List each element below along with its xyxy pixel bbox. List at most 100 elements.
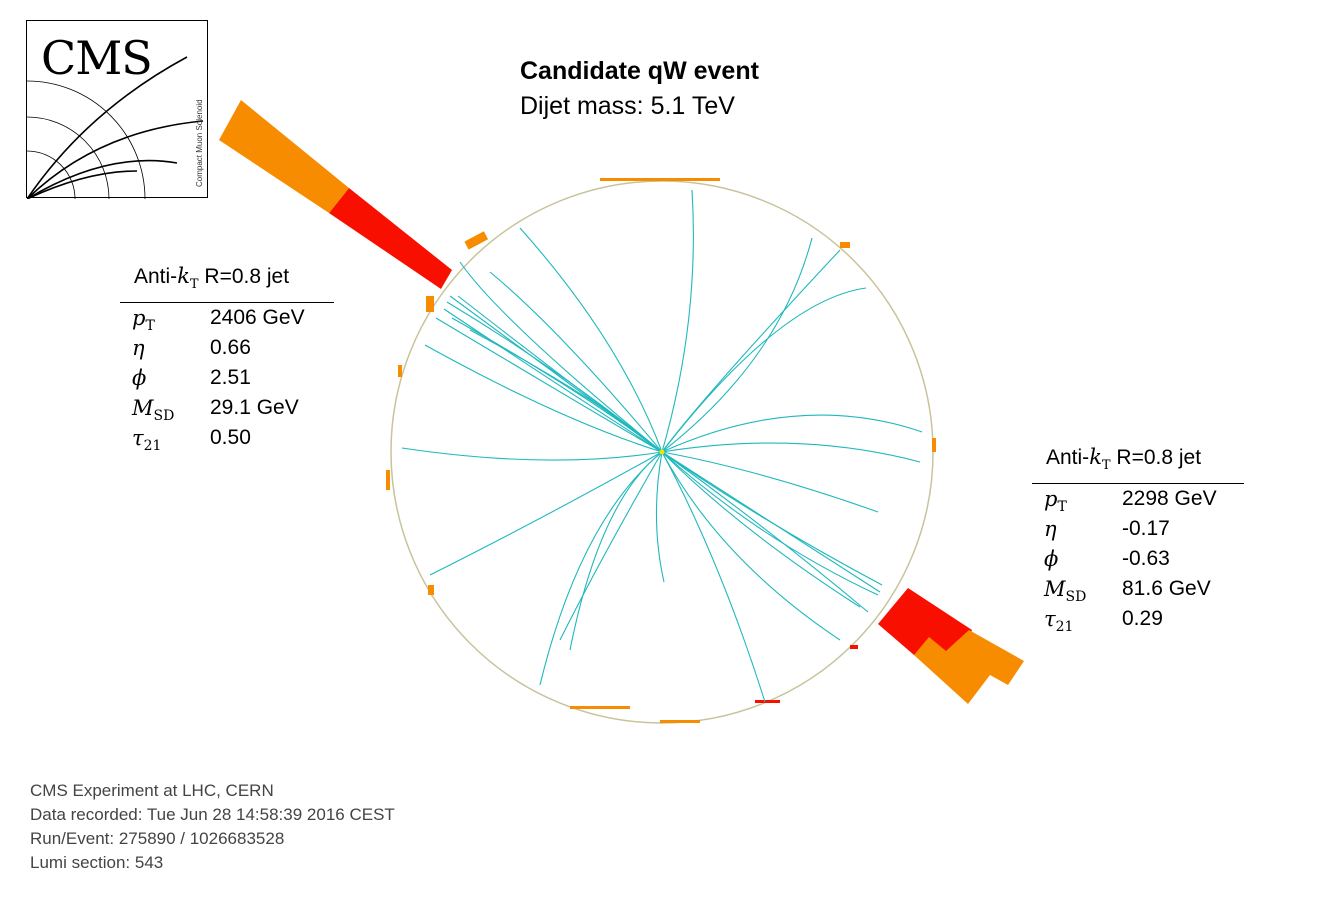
track xyxy=(661,451,879,596)
jet2-row-phi: ϕ -0.63 xyxy=(1032,544,1244,574)
jet2-info-table: Anti-kT R=0.8 jet pT 2298 GeV η -0.17 ϕ -0.… xyxy=(1032,442,1244,635)
track xyxy=(661,287,867,453)
jet1-calorimeter-towers xyxy=(219,100,452,289)
jet2-row-msd: MSD 81.6 GeV xyxy=(1032,574,1244,605)
deposit xyxy=(464,231,489,250)
footer-experiment: CMS Experiment at LHC, CERN xyxy=(30,781,274,800)
deposit xyxy=(755,700,780,703)
jet2-row-eta: η -0.17 xyxy=(1032,514,1244,544)
track xyxy=(446,301,663,453)
deposit xyxy=(426,296,434,312)
track xyxy=(559,451,663,641)
jet1-row-eta: η 0.66 xyxy=(120,333,334,363)
track xyxy=(443,308,663,453)
track xyxy=(459,261,663,453)
jet2-row-pt: pT 2298 GeV xyxy=(1032,484,1244,515)
track xyxy=(661,414,923,453)
deposit xyxy=(850,645,858,649)
track xyxy=(661,237,813,453)
jet1-row-tau21: τ21 0.50 xyxy=(120,423,334,454)
track xyxy=(429,451,663,576)
tracks xyxy=(401,189,923,703)
deposit xyxy=(660,720,700,723)
jet1-header-prefix: Anti- xyxy=(134,265,178,288)
track xyxy=(539,451,663,686)
footer-lumi: Lumi section: 543 xyxy=(30,853,164,872)
track xyxy=(661,451,861,608)
logo-wordmark: CMS xyxy=(41,31,153,85)
jet2-header-suffix: R=0.8 jet xyxy=(1110,446,1202,469)
jet2-value: -0.17 xyxy=(1122,517,1170,541)
jet1-value: 0.50 xyxy=(210,426,251,450)
deposit xyxy=(428,585,434,595)
jet2-value: 81.6 GeV xyxy=(1122,577,1211,601)
jet2-symbol: ϕ xyxy=(1044,547,1059,572)
jet2-symbol: η xyxy=(1044,517,1057,542)
jet1-header-k: k xyxy=(177,264,190,288)
logo-subtitle: Compact Muon Solenoid xyxy=(195,99,204,187)
track xyxy=(661,451,883,586)
event-subtitle: Dijet mass: 5.1 TeV xyxy=(520,92,735,120)
jet2-hcal-tower xyxy=(914,630,1024,704)
deposit xyxy=(932,438,936,452)
event-title: Candidate qW event xyxy=(520,57,759,85)
jet2-value: 2298 GeV xyxy=(1122,487,1217,511)
deposit xyxy=(386,470,390,490)
track xyxy=(661,451,869,613)
track xyxy=(424,344,663,453)
jet2-calorimeter-towers xyxy=(878,588,1024,704)
jet1-symbol: pT xyxy=(132,306,155,335)
track xyxy=(661,442,921,463)
jet1-symbol: ϕ xyxy=(132,366,147,391)
track xyxy=(401,447,663,461)
jet1-header-suffix: R=0.8 jet xyxy=(198,265,290,288)
jet1-header-sub: T xyxy=(189,277,199,293)
jet1-hcal-tower xyxy=(219,100,349,213)
deposit xyxy=(398,365,402,377)
track xyxy=(661,189,694,453)
jet2-row-tau21: τ21 0.29 xyxy=(1032,604,1244,635)
jet1-info-table: Anti-kT R=0.8 jet pT 2406 GeV η 0.66 ϕ 2.51… xyxy=(120,261,334,454)
deposit xyxy=(570,706,630,709)
jet2-value: 0.29 xyxy=(1122,607,1163,631)
jet2-header: Anti-kT R=0.8 jet xyxy=(1032,442,1244,485)
track xyxy=(569,451,663,651)
track xyxy=(661,451,841,641)
jet1-symbol: MSD xyxy=(132,396,175,425)
calorimeter-deposits-small xyxy=(386,178,936,723)
track xyxy=(435,317,663,453)
jet2-symbol: MSD xyxy=(1044,577,1087,606)
track xyxy=(661,249,841,453)
footer-run-event: Run/Event: 275890 / 1026683528 xyxy=(30,829,285,848)
jet1-header: Anti-kT R=0.8 jet xyxy=(120,261,334,304)
jet1-value: 29.1 GeV xyxy=(210,396,299,420)
jet1-row-pt: pT 2406 GeV xyxy=(120,303,334,334)
deposit xyxy=(600,178,720,181)
jet1-row-phi: ϕ 2.51 xyxy=(120,363,334,393)
jet1-value: 2.51 xyxy=(210,366,251,390)
jet1-value: 2406 GeV xyxy=(210,306,305,330)
jet2-header-prefix: Anti- xyxy=(1046,446,1090,469)
jet2-header-k: k xyxy=(1089,445,1102,469)
jet1-ecal-tower xyxy=(329,188,452,289)
cms-logo-graphic xyxy=(27,56,204,199)
jet1-symbol: η xyxy=(132,336,145,361)
jet2-symbol: pT xyxy=(1044,487,1067,516)
track xyxy=(489,271,663,453)
jet1-value: 0.66 xyxy=(210,336,251,360)
jet1-row-msd: MSD 29.1 GeV xyxy=(120,393,334,424)
jet2-header-sub: T xyxy=(1101,458,1111,474)
cms-logo: CMS Compact Muon Solenoid xyxy=(26,20,208,199)
deposit xyxy=(840,242,850,248)
jet2-symbol: τ21 xyxy=(1044,607,1074,636)
jet1-symbol: τ21 xyxy=(132,426,162,455)
jet2-ecal-tower xyxy=(878,588,972,656)
track xyxy=(661,451,766,703)
jet2-value: -0.63 xyxy=(1122,547,1170,571)
track xyxy=(655,451,665,583)
track xyxy=(661,451,879,513)
event-footer: CMS Experiment at LHC, CERN Data recorde… xyxy=(30,779,395,875)
track xyxy=(519,227,663,453)
